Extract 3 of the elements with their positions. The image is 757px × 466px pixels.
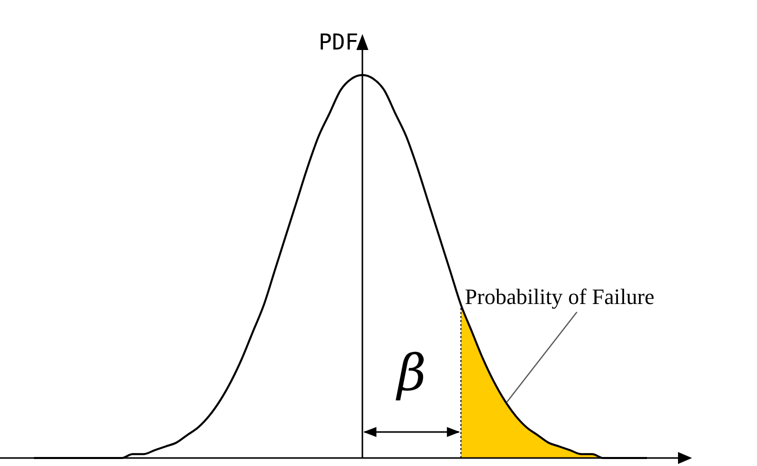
- annotation: β: [395, 344, 426, 402]
- y-axis-title: PDF: [318, 30, 358, 56]
- annotation: Probability of Failure: [464, 284, 654, 309]
